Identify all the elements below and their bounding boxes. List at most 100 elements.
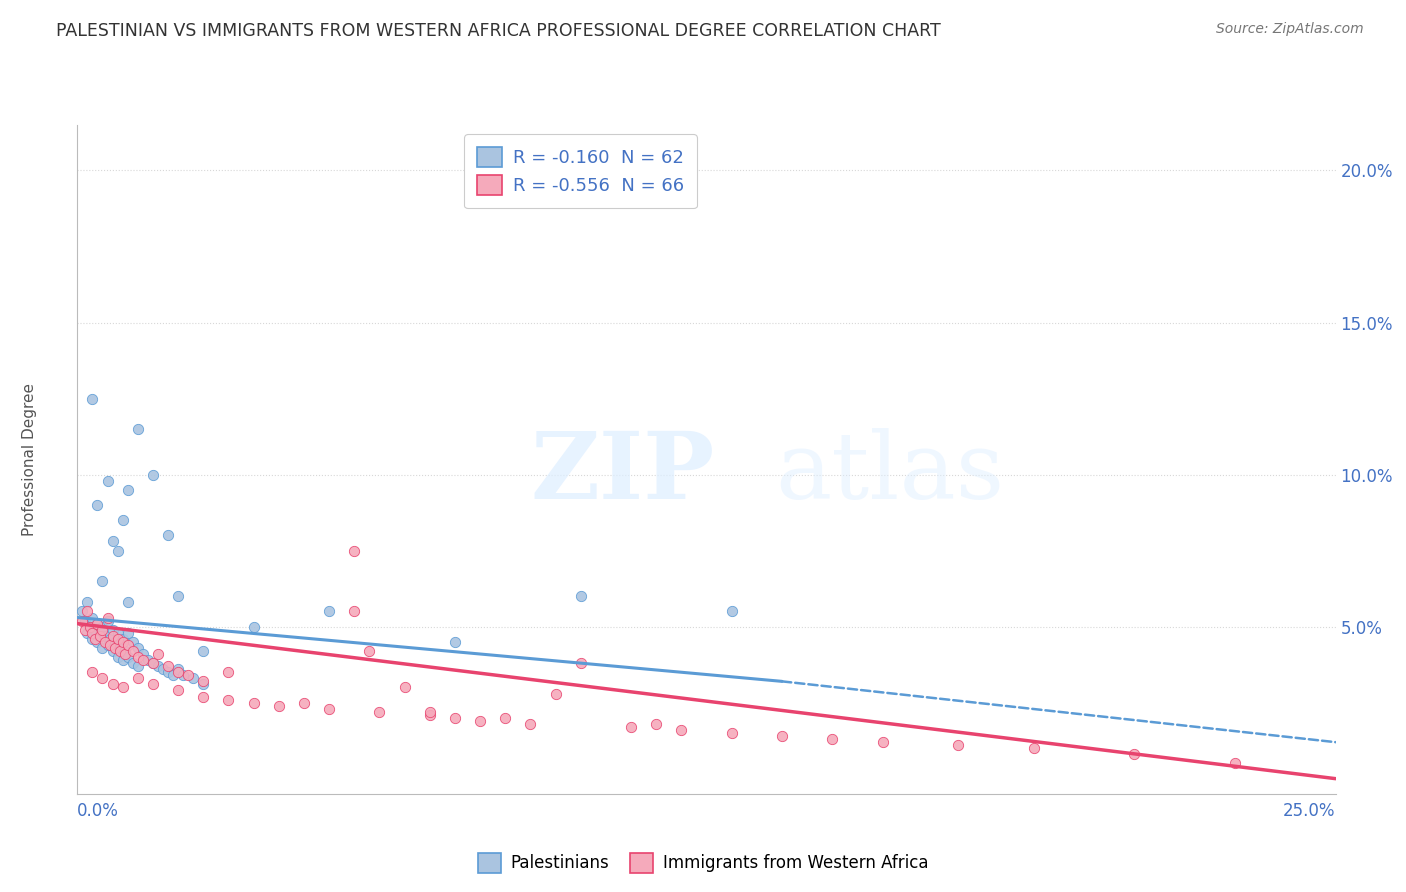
Point	[177, 668, 200, 682]
Point	[162, 668, 184, 682]
Point	[117, 625, 139, 640]
Point	[142, 656, 165, 670]
Point	[89, 625, 111, 640]
Point	[82, 625, 104, 640]
Point	[94, 635, 117, 649]
Point	[82, 665, 104, 680]
Point	[111, 513, 134, 527]
Point	[569, 589, 592, 603]
Point	[167, 662, 190, 676]
Point	[645, 717, 668, 731]
Point	[76, 595, 98, 609]
Point	[72, 614, 94, 628]
Point	[91, 671, 114, 685]
Point	[101, 623, 124, 637]
Point	[98, 638, 121, 652]
Point	[146, 647, 169, 661]
Legend: Palestinians, Immigrants from Western Africa: Palestinians, Immigrants from Western Af…	[471, 847, 935, 880]
Point	[82, 632, 104, 646]
Point	[191, 674, 215, 689]
Point	[1123, 747, 1146, 762]
Point	[267, 698, 290, 713]
Point	[114, 647, 136, 661]
Point	[152, 662, 174, 676]
Point	[292, 696, 315, 710]
Point	[117, 638, 139, 652]
Point	[156, 659, 179, 673]
Point	[368, 705, 391, 719]
Point	[444, 711, 467, 725]
Text: 25.0%: 25.0%	[1284, 802, 1336, 820]
Point	[96, 474, 118, 488]
Point	[318, 604, 340, 618]
Point	[468, 714, 491, 728]
Point	[318, 702, 340, 716]
Point	[1022, 741, 1045, 756]
Point	[821, 732, 844, 747]
Point	[142, 677, 165, 691]
Point	[132, 653, 155, 667]
Point	[142, 656, 165, 670]
Point	[79, 619, 101, 633]
Point	[86, 498, 108, 512]
Point	[107, 625, 129, 640]
Point	[167, 683, 190, 698]
Point	[142, 467, 165, 482]
Point	[167, 665, 190, 680]
Point	[104, 635, 127, 649]
Point	[343, 604, 366, 618]
Point	[76, 604, 98, 618]
Text: PALESTINIAN VS IMMIGRANTS FROM WESTERN AFRICA PROFESSIONAL DEGREE CORRELATION CH: PALESTINIAN VS IMMIGRANTS FROM WESTERN A…	[56, 22, 941, 40]
Point	[117, 650, 139, 665]
Text: Source: ZipAtlas.com: Source: ZipAtlas.com	[1216, 22, 1364, 37]
Text: Professional Degree: Professional Degree	[22, 383, 37, 536]
Point	[73, 614, 96, 628]
Point	[86, 635, 108, 649]
Point	[91, 619, 114, 633]
Point	[84, 632, 107, 646]
Point	[73, 623, 96, 637]
Point	[1223, 756, 1246, 771]
Point	[121, 656, 143, 670]
Point	[84, 623, 107, 637]
Point	[217, 665, 239, 680]
Point	[191, 677, 215, 691]
Point	[114, 644, 136, 658]
Point	[419, 705, 441, 719]
Point	[121, 635, 143, 649]
Point	[872, 735, 894, 749]
Point	[82, 610, 104, 624]
Point	[107, 650, 129, 665]
Point	[107, 543, 129, 558]
Point	[444, 635, 467, 649]
Point	[104, 640, 127, 655]
Point	[101, 629, 124, 643]
Point	[156, 665, 179, 680]
Point	[359, 644, 381, 658]
Point	[127, 640, 149, 655]
Point	[146, 659, 169, 673]
Point	[91, 623, 114, 637]
Point	[671, 723, 693, 737]
Point	[127, 671, 149, 685]
Text: 0.0%: 0.0%	[77, 802, 120, 820]
Point	[167, 589, 190, 603]
Point	[394, 681, 416, 695]
Point	[494, 711, 516, 725]
Legend: R = -0.160  N = 62, R = -0.556  N = 66: R = -0.160 N = 62, R = -0.556 N = 66	[464, 134, 697, 208]
Point	[569, 656, 592, 670]
Point	[136, 653, 159, 667]
Point	[94, 629, 117, 643]
Point	[108, 640, 131, 655]
Point	[172, 668, 194, 682]
Point	[107, 632, 129, 646]
Point	[620, 720, 643, 734]
Point	[419, 707, 441, 722]
Point	[76, 625, 98, 640]
Point	[127, 650, 149, 665]
Point	[111, 681, 134, 695]
Point	[191, 644, 215, 658]
Point	[89, 629, 111, 643]
Point	[242, 619, 264, 633]
Point	[91, 574, 114, 588]
